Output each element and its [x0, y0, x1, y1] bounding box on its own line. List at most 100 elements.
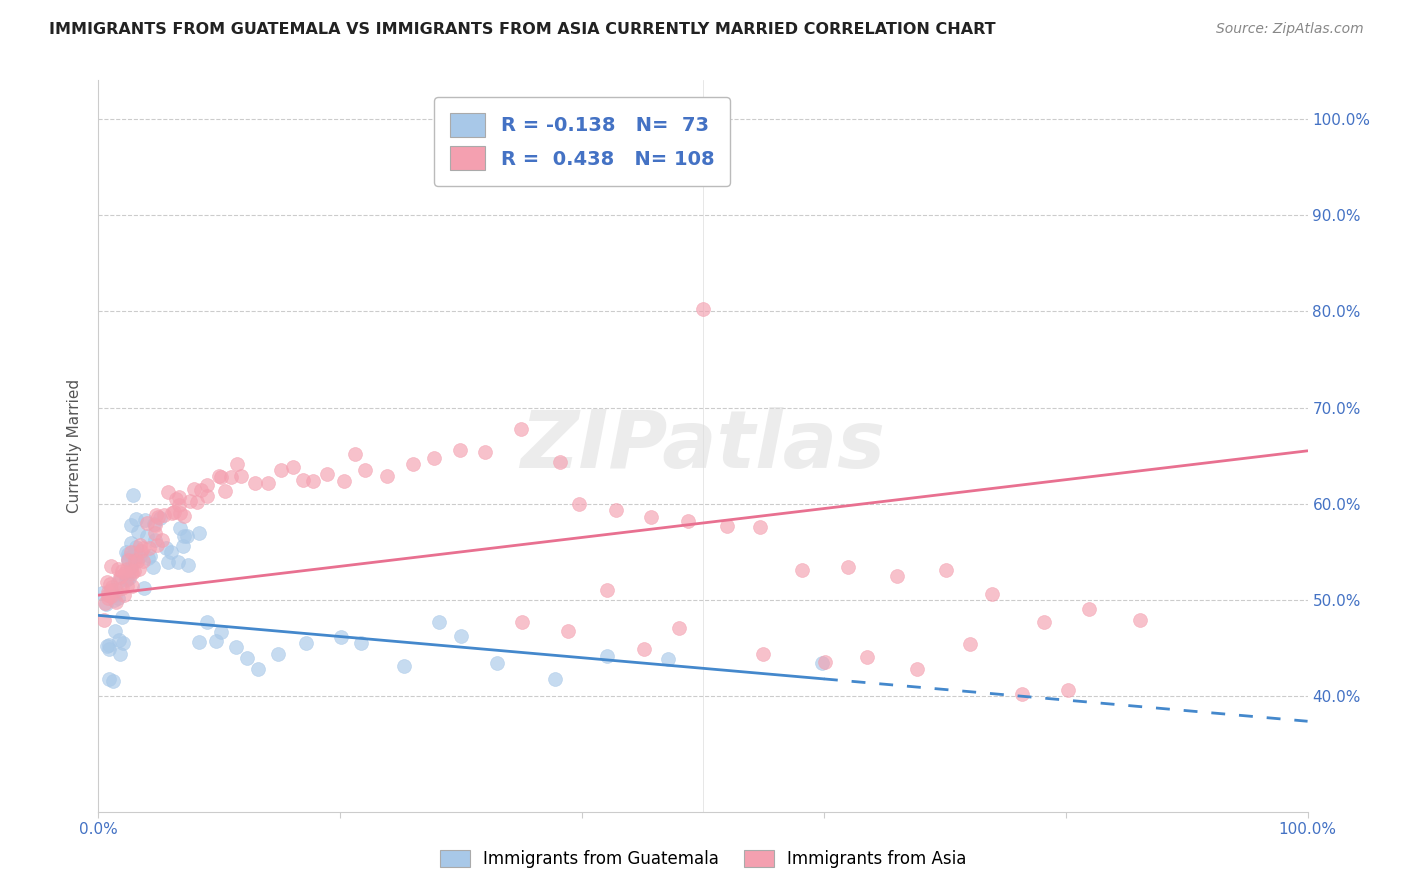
Point [167, 498, 190, 512]
Point [125, 549, 148, 563]
Point [136, 516, 159, 530]
Point [104, 595, 127, 609]
Point [129, 538, 152, 552]
Text: Source: ZipAtlas.com: Source: ZipAtlas.com [1216, 22, 1364, 37]
Point [509, 422, 531, 436]
Point [176, 529, 198, 543]
Point [981, 587, 1004, 601]
Point [186, 495, 208, 509]
Point [195, 478, 218, 492]
Point [177, 558, 200, 572]
Point [143, 533, 166, 547]
Point [124, 552, 146, 566]
Point [132, 541, 155, 555]
Point [167, 490, 190, 504]
Point [485, 656, 508, 670]
Point [596, 648, 619, 663]
Point [905, 662, 928, 676]
Point [96, 639, 118, 653]
Point [100, 580, 122, 594]
Point [716, 519, 738, 533]
Legend: R = -0.138   N=  73, R =  0.438   N= 108: R = -0.138 N= 73, R = 0.438 N= 108 [434, 97, 730, 186]
Point [211, 624, 233, 639]
Point [557, 624, 579, 638]
Point [100, 589, 122, 603]
Point [1129, 613, 1152, 627]
Point [103, 624, 125, 638]
Point [814, 655, 837, 669]
Point [183, 482, 205, 496]
Text: ZIPatlas: ZIPatlas [520, 407, 886, 485]
Point [97, 672, 120, 686]
Point [188, 526, 211, 541]
Point [165, 492, 187, 507]
Point [98, 638, 121, 652]
Point [751, 647, 773, 661]
Point [333, 474, 356, 488]
Point [98, 642, 121, 657]
Point [1078, 601, 1101, 615]
Point [150, 533, 173, 548]
Point [160, 507, 183, 521]
Point [236, 650, 259, 665]
Point [90, 586, 112, 600]
Point [231, 469, 253, 483]
Point [205, 633, 228, 648]
Point [837, 560, 859, 574]
Point [117, 550, 139, 565]
Point [640, 509, 662, 524]
Point [134, 513, 156, 527]
Point [449, 443, 471, 458]
Point [157, 555, 180, 569]
Point [226, 457, 249, 471]
Point [107, 591, 129, 605]
Point [117, 552, 139, 566]
Point [93, 596, 115, 610]
Point [155, 541, 177, 555]
Point [111, 564, 134, 578]
Point [103, 593, 125, 607]
Point [402, 458, 425, 472]
Legend: Immigrants from Guatemala, Immigrants from Asia: Immigrants from Guatemala, Immigrants fr… [433, 843, 973, 875]
Point [114, 566, 136, 581]
Point [195, 489, 218, 503]
Point [354, 463, 377, 477]
Point [209, 469, 232, 483]
Point [124, 544, 146, 558]
Point [121, 549, 143, 564]
Point [111, 581, 134, 595]
Point [128, 562, 150, 576]
Point [96, 574, 118, 589]
Point [110, 647, 132, 661]
Point [107, 632, 129, 647]
Point [124, 511, 146, 525]
Point [292, 473, 315, 487]
Point [115, 573, 138, 587]
Point [152, 508, 174, 522]
Point [122, 564, 145, 578]
Point [596, 582, 619, 597]
Point [118, 571, 141, 585]
Point [108, 570, 131, 584]
Point [676, 514, 699, 528]
Point [127, 554, 149, 568]
Point [104, 588, 127, 602]
Point [283, 459, 305, 474]
Point [120, 536, 142, 550]
Point [512, 615, 534, 629]
Point [245, 475, 267, 490]
Point [142, 517, 165, 532]
Point [107, 574, 129, 589]
Point [811, 656, 834, 670]
Point [1011, 687, 1033, 701]
Point [145, 508, 167, 523]
Point [959, 637, 981, 651]
Point [219, 470, 242, 484]
Point [195, 615, 218, 629]
Point [343, 447, 366, 461]
Point [101, 673, 124, 688]
Point [120, 559, 142, 574]
Point [423, 450, 446, 465]
Point [315, 467, 337, 482]
Point [121, 566, 143, 580]
